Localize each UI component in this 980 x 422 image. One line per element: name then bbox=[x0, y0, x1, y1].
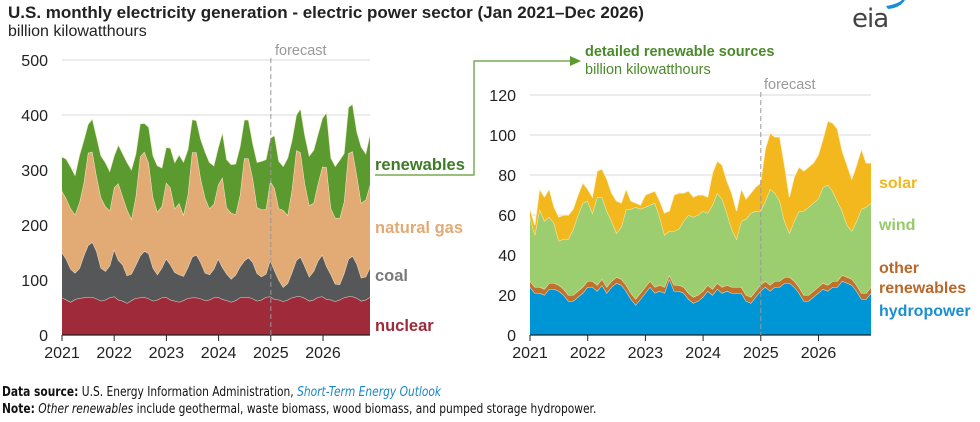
x-tick-label: 2023 bbox=[628, 345, 664, 362]
y-tick-label: 80 bbox=[498, 168, 516, 185]
y-tick-label: 500 bbox=[21, 53, 48, 70]
x-tick-label: 2024 bbox=[201, 345, 237, 362]
series-label-renewables: renewables bbox=[375, 156, 465, 174]
series-label-renewables: renewables bbox=[879, 280, 966, 297]
source-text: U.S. Energy Information Administration, bbox=[78, 385, 298, 400]
connector-arrowhead-icon bbox=[570, 56, 581, 66]
note-text: include geothermal, waste biomass, wood … bbox=[133, 402, 597, 417]
note-label: Note: bbox=[2, 402, 35, 417]
y-tick-label: 0 bbox=[507, 328, 516, 345]
x-tick-label: 2025 bbox=[743, 345, 779, 362]
series-label-coal: coal bbox=[375, 267, 408, 285]
note-italic: Other renewables bbox=[38, 402, 134, 417]
area-solar bbox=[530, 121, 871, 241]
x-tick-label: 2022 bbox=[570, 345, 606, 362]
area-nuclear bbox=[62, 296, 370, 335]
eia-logo: eia bbox=[848, 0, 908, 34]
x-tick-label: 2024 bbox=[685, 345, 721, 362]
right-chart: 0 20 40 60 80 100 120 hydropower other renewables… bbox=[489, 77, 970, 362]
x-tick-label: 2023 bbox=[149, 345, 185, 362]
forecast-label: forecast bbox=[275, 43, 327, 59]
connector-arrow: detailed renewable sources billion kilow… bbox=[375, 44, 774, 176]
source-label: Data source: bbox=[2, 385, 79, 400]
data-source-line: Data source: U.S. Energy Information Adm… bbox=[2, 385, 441, 400]
logo-swoosh-icon bbox=[886, 0, 905, 9]
x-tick-label: 2026 bbox=[305, 345, 341, 362]
x-tick-label: 2022 bbox=[96, 345, 132, 362]
detail-chart-title: detailed renewable sources bbox=[585, 44, 774, 60]
series-label-hydropower: hydropower bbox=[879, 303, 971, 320]
y-tick-label: 100 bbox=[489, 128, 516, 145]
y-tick-label: 120 bbox=[489, 88, 516, 105]
area-wind bbox=[530, 185, 871, 299]
series-label-other: other bbox=[879, 260, 919, 277]
series-label-wind: wind bbox=[878, 217, 915, 234]
area-other-renewables bbox=[530, 275, 871, 305]
y-tick-label: 40 bbox=[498, 248, 516, 265]
x-tick-label: 2021 bbox=[512, 345, 548, 362]
area-hydropower bbox=[530, 279, 871, 335]
series-label-solar: solar bbox=[879, 175, 917, 192]
page-title: U.S. monthly electricity generation - el… bbox=[8, 3, 644, 22]
x-tick-label: 2026 bbox=[801, 345, 837, 362]
area-edge-solar bbox=[529, 120, 871, 226]
area-edge-renewables bbox=[61, 103, 371, 177]
series-label-nuclear: nuclear bbox=[375, 317, 434, 335]
note-line: Note: Other renewables include geotherma… bbox=[2, 402, 596, 417]
y-tick-label: 200 bbox=[21, 218, 48, 235]
connector-line bbox=[375, 60, 570, 176]
page-subtitle: billion kilowatthours bbox=[8, 23, 147, 40]
x-tick-label: 2025 bbox=[253, 345, 289, 362]
series-label-natural-gas: natural gas bbox=[375, 219, 463, 237]
steo-link[interactable]: Short-Term Energy Outlook bbox=[297, 385, 442, 400]
y-tick-label: 400 bbox=[21, 108, 48, 125]
x-tick-label: 2021 bbox=[44, 345, 80, 362]
y-tick-label: 100 bbox=[21, 273, 48, 290]
detail-chart-unit: billion kilowatthours bbox=[585, 62, 711, 78]
y-tick-label: 300 bbox=[21, 163, 48, 180]
left-chart: 0 100 200 300 400 500 nuclear coal natural gas re… bbox=[21, 43, 465, 362]
y-tick-label: 20 bbox=[498, 288, 516, 305]
area-coal bbox=[62, 242, 370, 304]
y-tick-label: 60 bbox=[498, 208, 516, 225]
forecast-label: forecast bbox=[764, 77, 816, 93]
y-tick-label: 0 bbox=[39, 328, 48, 345]
logo-text: eia bbox=[852, 4, 889, 34]
